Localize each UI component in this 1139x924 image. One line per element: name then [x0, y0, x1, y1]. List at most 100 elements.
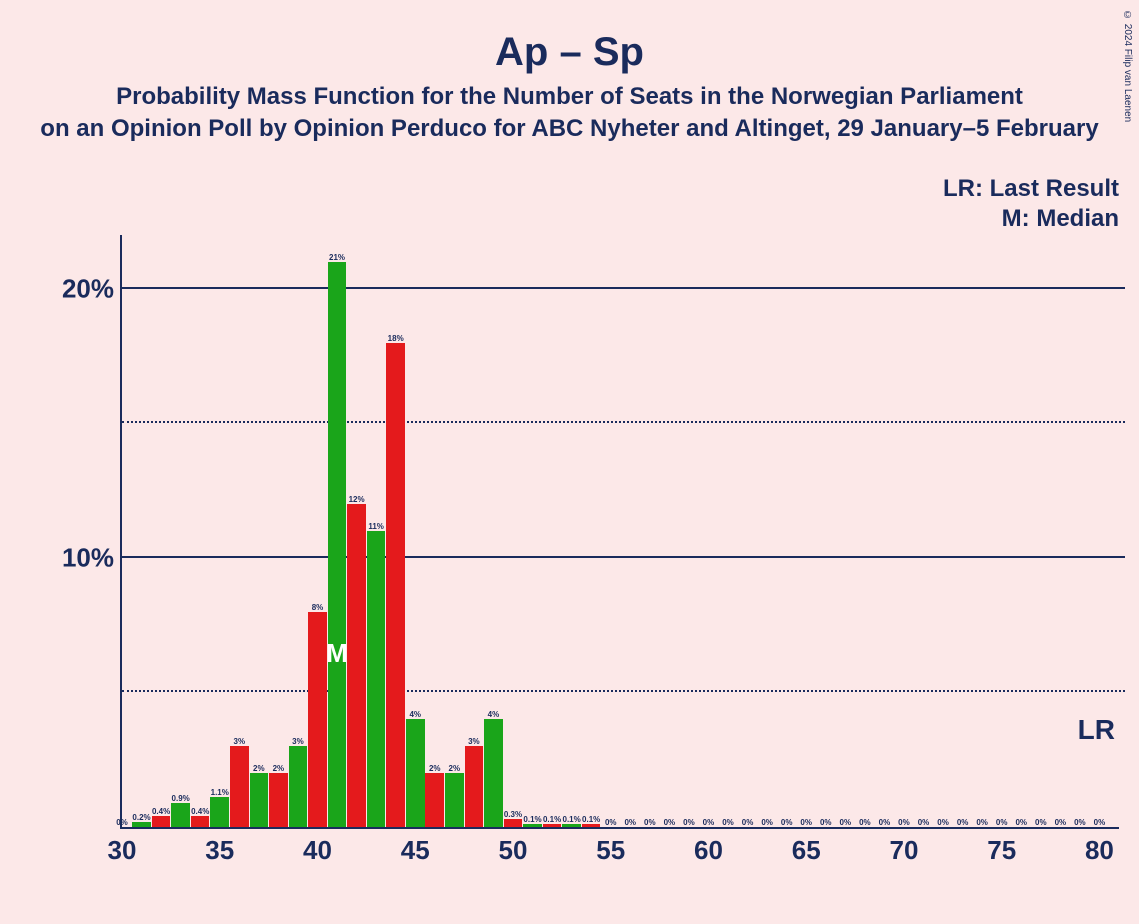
bar-value-label: 0%: [781, 818, 793, 827]
bar: 2%: [425, 773, 444, 827]
bar: 21%M: [328, 262, 347, 827]
bar-value-label: 0%: [624, 818, 636, 827]
bar-value-label: 0%: [879, 818, 891, 827]
bar: 2%: [445, 773, 464, 827]
bar: 4%: [484, 719, 503, 827]
bar-value-label: 0.1%: [562, 815, 580, 824]
bar: 0.1%: [543, 824, 562, 827]
bar: 3%: [289, 746, 308, 827]
bar-value-label: 3%: [468, 737, 480, 746]
main-title: Ap – Sp: [0, 30, 1139, 75]
bar-value-label: 0%: [605, 818, 617, 827]
bar-value-label: 0.3%: [504, 810, 522, 819]
bar: 8%: [308, 612, 327, 827]
bar-value-label: 2%: [253, 764, 265, 773]
chart-area: LR: Last Result M: Median 10%20%30354045…: [50, 175, 1119, 879]
bar-value-label: 3%: [292, 737, 304, 746]
bar-value-label: 0%: [1094, 818, 1106, 827]
bar-value-label: 12%: [349, 495, 365, 504]
bar-value-label: 21%: [329, 253, 345, 262]
bar-value-label: 0%: [859, 818, 871, 827]
x-tick-label: 65: [792, 835, 821, 866]
bar-value-label: 0%: [742, 818, 754, 827]
subtitle-line-2: on an Opinion Poll by Opinion Perduco fo…: [0, 115, 1139, 143]
bar-value-label: 0%: [722, 818, 734, 827]
bar-value-label: 0.1%: [543, 815, 561, 824]
bar-value-label: 18%: [388, 334, 404, 343]
bar: 0.4%: [152, 816, 171, 827]
bar: 1.1%: [210, 797, 229, 827]
x-tick-label: 70: [889, 835, 918, 866]
bar-value-label: 0.4%: [191, 807, 209, 816]
gridline-major: [122, 556, 1125, 558]
bar-value-label: 0%: [996, 818, 1008, 827]
bar: 0.1%: [582, 824, 601, 827]
bar-value-label: 2%: [429, 764, 441, 773]
bar-value-label: 0.9%: [172, 794, 190, 803]
bar: 0.1%: [523, 824, 542, 827]
bar: 2%: [269, 773, 288, 827]
bar: 0.2%: [132, 822, 151, 827]
bar-value-label: 2%: [273, 764, 285, 773]
bar-value-label: 0.1%: [582, 815, 600, 824]
legend-lr: LR: Last Result: [943, 175, 1119, 203]
y-tick-label: 20%: [62, 273, 114, 304]
bar: 18%: [386, 343, 405, 827]
bar-value-label: 0%: [1035, 818, 1047, 827]
bar-value-label: 0%: [1055, 818, 1067, 827]
bar-value-label: 0%: [703, 818, 715, 827]
bar-value-label: 2%: [449, 764, 461, 773]
bar-value-label: 0%: [840, 818, 852, 827]
bar: 3%: [230, 746, 249, 827]
x-tick-label: 60: [694, 835, 723, 866]
bar-value-label: 0%: [683, 818, 695, 827]
bar-value-label: 0%: [898, 818, 910, 827]
gridline-minor: [122, 690, 1125, 692]
bar: 3%: [465, 746, 484, 827]
bar-value-label: 0%: [937, 818, 949, 827]
bar: 12%: [347, 504, 366, 827]
bar-value-label: 4%: [409, 710, 421, 719]
x-tick-label: 55: [596, 835, 625, 866]
bar-value-label: 0%: [116, 818, 128, 827]
bar-value-label: 4%: [488, 710, 500, 719]
bar-value-label: 3%: [234, 737, 246, 746]
subtitle-line-1: Probability Mass Function for the Number…: [0, 83, 1139, 111]
bar: 4%: [406, 719, 425, 827]
bar: 0.9%: [171, 803, 190, 827]
gridline-major: [122, 287, 1125, 289]
plot-region: 10%20%30354045505560657075800%0.2%0.4%0.…: [120, 235, 1119, 829]
x-tick-label: 75: [987, 835, 1016, 866]
bar-value-label: 0%: [1015, 818, 1027, 827]
bar-value-label: 0.4%: [152, 807, 170, 816]
last-result-marker: LR: [1078, 714, 1115, 746]
bar-value-label: 0%: [957, 818, 969, 827]
bar-value-label: 1.1%: [211, 788, 229, 797]
bar-value-label: 0%: [820, 818, 832, 827]
bar-value-label: 0.1%: [523, 815, 541, 824]
bar-value-label: 8%: [312, 603, 324, 612]
bar-value-label: 0%: [644, 818, 656, 827]
bar-value-label: 0%: [976, 818, 988, 827]
title-block: Ap – Sp Probability Mass Function for th…: [0, 0, 1139, 143]
bar: 0.1%: [562, 824, 581, 827]
bar-value-label: 0%: [800, 818, 812, 827]
bar-value-label: 0%: [918, 818, 930, 827]
bar: 2%: [250, 773, 269, 827]
bar: 0.4%: [191, 816, 210, 827]
legend-m: M: Median: [1002, 205, 1119, 233]
y-tick-label: 10%: [62, 542, 114, 573]
x-tick-label: 35: [205, 835, 234, 866]
x-tick-label: 45: [401, 835, 430, 866]
bar-value-label: 0.2%: [132, 813, 150, 822]
gridline-minor: [122, 421, 1125, 423]
bar: 0.3%: [504, 819, 523, 827]
bar-value-label: 0%: [1074, 818, 1086, 827]
copyright-text: © 2024 Filip van Laenen: [1122, 10, 1133, 122]
x-tick-label: 50: [499, 835, 528, 866]
bar: 11%: [367, 531, 386, 827]
bar-value-label: 0%: [761, 818, 773, 827]
x-tick-label: 30: [108, 835, 137, 866]
median-marker: M: [326, 638, 348, 669]
x-tick-label: 80: [1085, 835, 1114, 866]
